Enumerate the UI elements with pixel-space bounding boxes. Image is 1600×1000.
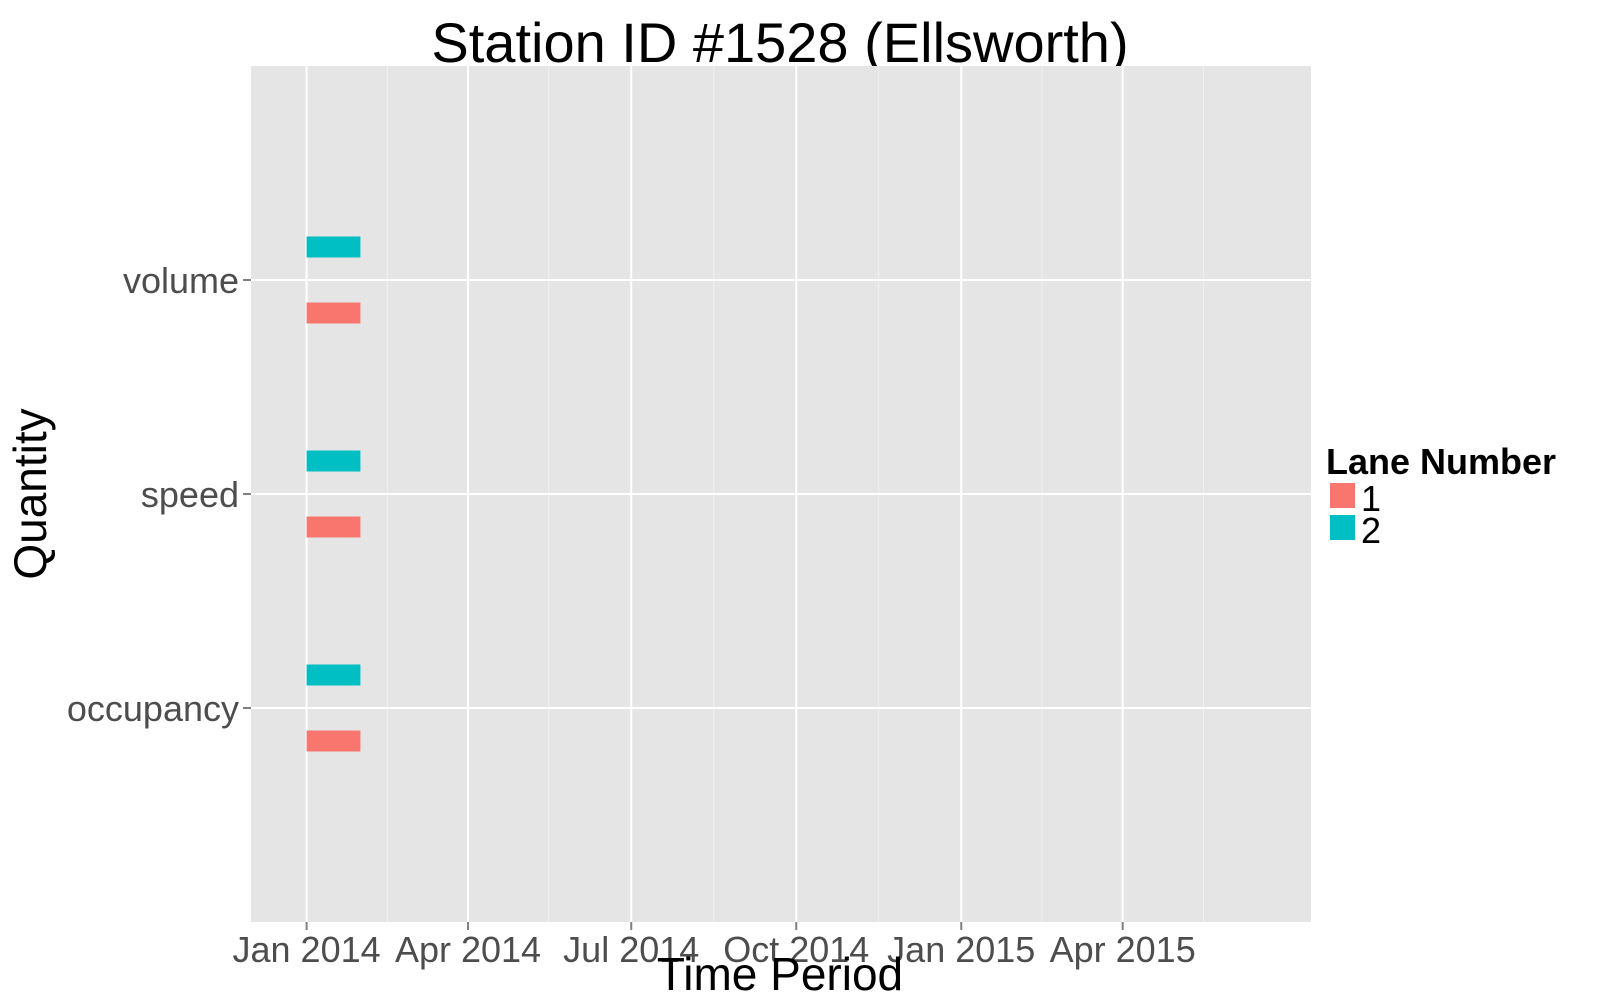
y-tick-label: speed (141, 474, 239, 515)
bars (306, 236, 361, 752)
bar-speed-lane-1 (306, 516, 361, 538)
x-tick-label: Jan 2015 (887, 929, 1035, 970)
legend-key-lane-2 (1328, 513, 1357, 542)
x-tick-label: Jan 2014 (233, 929, 381, 970)
x-axis: Jan 2014 Apr 2014 Jul 2014 Oct 2014 Jan 2015… (233, 922, 1196, 970)
y-tick-label: volume (123, 260, 239, 301)
bar-speed-lane-2 (306, 450, 361, 472)
bar-occupancy-lane-2 (306, 664, 361, 686)
x-tick-label: Oct 2014 (723, 929, 869, 970)
bar-volume-lane-2 (306, 236, 361, 258)
x-tick-label: Jul 2014 (563, 929, 699, 970)
legend: Lane Number 12 (1326, 441, 1556, 551)
legend-label: 2 (1361, 510, 1381, 551)
bar-volume-lane-1 (306, 302, 361, 324)
x-tick-label: Apr 2014 (395, 929, 541, 970)
legend-title: Lane Number (1326, 441, 1556, 482)
y-axis: occupancy speed volume (67, 260, 251, 729)
gridlines (251, 66, 1311, 922)
x-axis-title: Time Period (657, 948, 903, 1000)
y-axis-title: Quantity (4, 408, 56, 579)
legend-key-lane-1 (1328, 481, 1357, 510)
y-tick-label: occupancy (67, 688, 239, 729)
x-tick-label: Apr 2015 (1050, 929, 1196, 970)
legend-label: 1 (1361, 478, 1381, 519)
chart-title: Station ID #1528 (Ellsworth) (431, 11, 1128, 74)
bar-occupancy-lane-1 (306, 730, 361, 752)
